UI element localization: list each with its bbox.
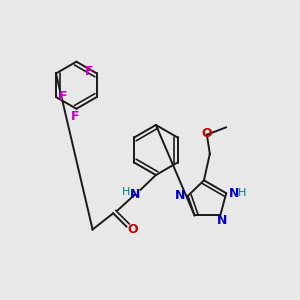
Text: F: F — [85, 64, 94, 78]
Text: H: H — [122, 187, 130, 197]
Text: H: H — [238, 188, 247, 198]
Text: O: O — [202, 127, 212, 140]
Text: F: F — [59, 91, 68, 103]
Text: N: N — [175, 189, 186, 203]
Text: N: N — [130, 188, 140, 201]
Text: N: N — [228, 187, 239, 200]
Text: N: N — [217, 214, 227, 227]
Text: O: O — [127, 223, 138, 236]
Text: F: F — [71, 110, 79, 123]
